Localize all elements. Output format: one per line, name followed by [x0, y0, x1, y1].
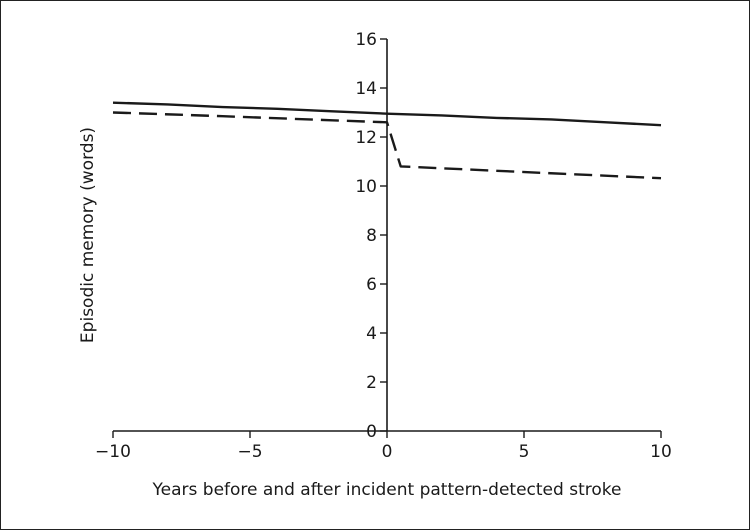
series-line-dashed: [112, 111, 662, 180]
x-axis-title: Years before and after incident pattern-…: [152, 480, 622, 500]
x-tick-label: 5: [519, 442, 530, 462]
x-tick-label: 0: [382, 442, 393, 462]
plot-area: [112, 101, 662, 180]
y-tick-label: 4: [366, 324, 377, 344]
x-tick-label: −5: [237, 442, 262, 462]
y-tick-label: 16: [355, 30, 377, 50]
y-tick-label: 14: [355, 79, 377, 99]
y-tick-label: 12: [355, 128, 377, 148]
y-tick-label: 6: [366, 275, 377, 295]
x-tick-label: −10: [95, 442, 131, 462]
y-tick-label: 8: [366, 226, 377, 246]
axes: −10 −5 0 5 10 0 2 4 6 8 10 12 14 16: [95, 30, 672, 462]
y-tick-label: 10: [355, 177, 377, 197]
y-tick-label: 0: [366, 422, 377, 442]
y-axis-title: Episodic memory (words): [78, 127, 98, 343]
x-tick-label: 10: [650, 442, 672, 462]
series-line-solid: [112, 101, 662, 127]
y-tick-label: 2: [366, 373, 377, 393]
